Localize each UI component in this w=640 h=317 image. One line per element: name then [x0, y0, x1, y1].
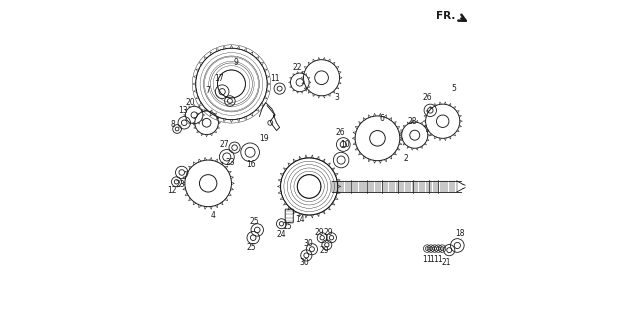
Text: 27: 27 — [220, 140, 229, 149]
Text: 18: 18 — [455, 229, 465, 237]
Text: 16: 16 — [246, 160, 256, 169]
Text: 29: 29 — [315, 228, 324, 237]
Text: 20: 20 — [186, 98, 195, 107]
Text: 30: 30 — [299, 258, 308, 267]
Text: 30: 30 — [303, 239, 314, 249]
Text: 23: 23 — [225, 158, 235, 167]
Text: FR.: FR. — [436, 11, 455, 21]
Text: 2: 2 — [403, 154, 408, 163]
Text: 9: 9 — [233, 58, 238, 67]
Text: 10: 10 — [340, 140, 349, 149]
Text: 7: 7 — [205, 86, 210, 95]
Text: 14: 14 — [295, 215, 305, 223]
Text: 29: 29 — [319, 246, 329, 255]
Text: 6: 6 — [380, 113, 385, 123]
Text: 28: 28 — [408, 117, 417, 126]
Text: 24: 24 — [276, 230, 286, 239]
Text: 4: 4 — [211, 211, 215, 220]
Text: 21: 21 — [441, 258, 451, 267]
Text: 8: 8 — [170, 120, 175, 129]
Text: 5: 5 — [451, 84, 456, 93]
Text: 25: 25 — [246, 243, 256, 251]
Text: 1: 1 — [437, 255, 442, 264]
Text: 23: 23 — [175, 180, 185, 189]
Text: 12: 12 — [168, 186, 177, 195]
Text: 26: 26 — [335, 128, 345, 137]
Text: 25: 25 — [250, 217, 260, 226]
Text: 22: 22 — [293, 63, 302, 72]
Text: 15: 15 — [282, 222, 292, 231]
Text: 1: 1 — [429, 255, 434, 264]
Text: 1: 1 — [426, 255, 431, 264]
Text: 1: 1 — [422, 255, 427, 264]
Text: 26: 26 — [422, 94, 432, 102]
Text: 29: 29 — [324, 228, 333, 237]
Text: 17: 17 — [214, 74, 223, 83]
Text: 3: 3 — [334, 94, 339, 102]
Text: 19: 19 — [259, 134, 269, 143]
Text: 13: 13 — [178, 106, 188, 115]
Text: 1: 1 — [433, 255, 438, 264]
Text: 11: 11 — [271, 74, 280, 83]
